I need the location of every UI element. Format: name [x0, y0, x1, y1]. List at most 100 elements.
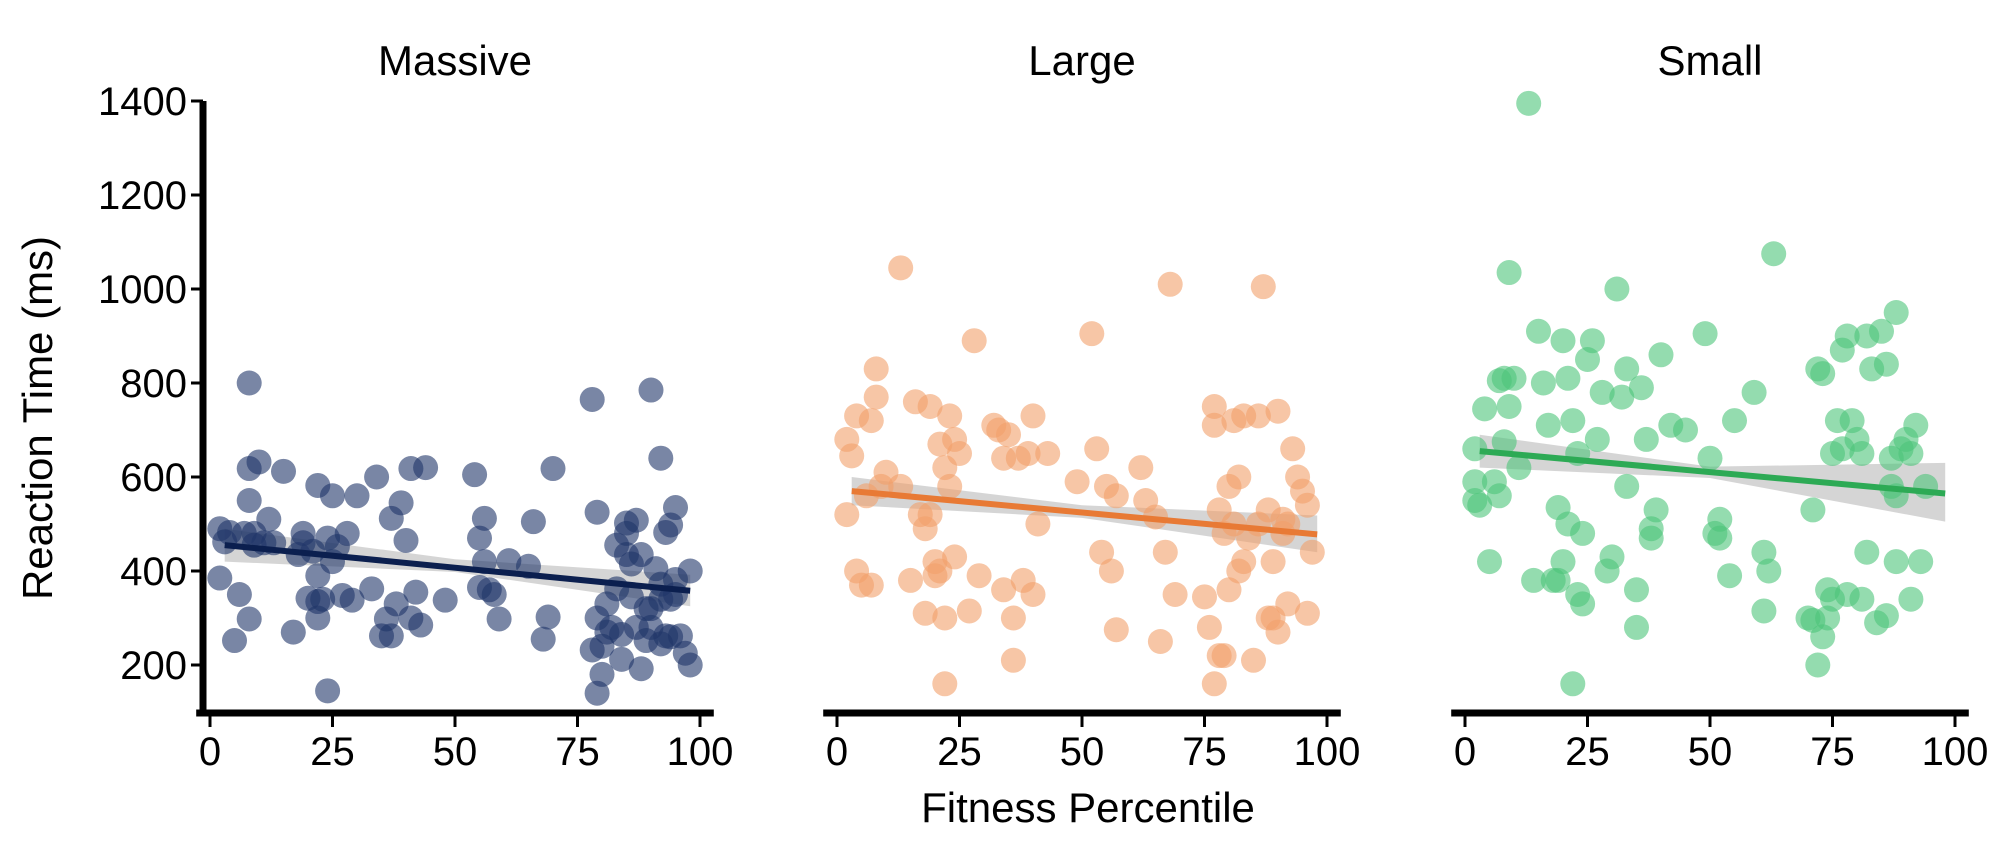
data-point — [1299, 539, 1325, 565]
x-axis-title: Fitness Percentile — [921, 784, 1255, 831]
data-point — [1294, 600, 1320, 626]
data-point — [481, 582, 507, 607]
data-point — [1477, 549, 1502, 575]
data-point — [648, 445, 674, 471]
data-point — [1015, 441, 1041, 466]
data-point — [942, 544, 968, 570]
panel-massive: Massive 0 25 50 75 100 — [196, 37, 733, 774]
y-axis-title: Reaction Time (ms) — [14, 236, 61, 600]
data-point — [628, 656, 654, 682]
data-point — [1201, 412, 1227, 438]
data-point — [320, 483, 345, 509]
data-point — [1570, 520, 1596, 546]
data-point — [956, 598, 982, 624]
data-point — [1628, 375, 1654, 401]
data-point — [1800, 497, 1826, 523]
data-point — [222, 628, 247, 654]
data-point — [1231, 549, 1257, 575]
data-point — [462, 462, 488, 488]
data-point — [1245, 403, 1271, 429]
data-point — [310, 586, 336, 612]
data-point — [246, 449, 272, 475]
x-tick-label: 75 — [555, 730, 600, 774]
x-tick-label: 100 — [1294, 730, 1361, 774]
data-point — [1614, 356, 1640, 382]
panel-small: Small 0 25 50 75 100 — [1451, 37, 1988, 774]
data-point — [1873, 351, 1899, 377]
data-point — [1535, 412, 1561, 438]
data-point — [1717, 563, 1743, 589]
data-point — [834, 502, 860, 528]
data-point — [937, 403, 963, 429]
data-point — [315, 678, 341, 704]
x-tick-label: 0 — [1454, 730, 1476, 774]
data-point — [1250, 274, 1276, 300]
y-tick-label: 1400 — [98, 80, 187, 124]
data-point — [1570, 591, 1596, 617]
data-point — [1152, 539, 1178, 565]
y-tick-label: 800 — [120, 362, 187, 406]
data-point — [1707, 525, 1733, 551]
trend-line — [224, 542, 691, 594]
data-point — [584, 680, 610, 706]
data-point — [1035, 441, 1061, 466]
data-point — [863, 384, 889, 410]
data-point — [1604, 276, 1630, 302]
data-point — [1609, 384, 1635, 410]
data-point — [1000, 605, 1026, 631]
data-point — [1873, 603, 1899, 629]
data-point — [996, 422, 1021, 448]
data-point — [1157, 271, 1183, 297]
data-point — [1526, 318, 1551, 344]
data-point — [1196, 614, 1222, 640]
data-point — [1530, 370, 1556, 396]
data-point — [1722, 408, 1747, 434]
data-point — [1226, 464, 1252, 490]
data-point — [1648, 342, 1674, 368]
data-point — [1624, 577, 1649, 603]
y-tick-label: 1200 — [98, 174, 187, 218]
data-point — [1211, 643, 1237, 669]
confidence-band — [1479, 434, 1946, 522]
data-point — [1201, 671, 1227, 697]
data-point — [1128, 455, 1154, 481]
data-point — [1147, 629, 1173, 654]
data-point — [663, 495, 688, 521]
data-point — [1501, 365, 1527, 391]
data-point — [1584, 426, 1610, 452]
data-point — [1810, 624, 1836, 650]
data-point — [393, 527, 419, 553]
data-point — [898, 567, 923, 593]
data-point — [236, 606, 262, 632]
x-tick-label: 50 — [1688, 730, 1733, 774]
data-point — [1506, 455, 1532, 481]
data-point — [1280, 436, 1306, 462]
x-tick-label: 25 — [1565, 730, 1610, 774]
data-point — [1815, 605, 1841, 631]
data-point — [1294, 492, 1320, 518]
data-point — [1741, 379, 1767, 405]
data-point — [1462, 469, 1488, 495]
data-point — [1810, 361, 1836, 387]
data-point — [638, 377, 664, 403]
data-point — [1903, 412, 1929, 438]
data-point — [520, 509, 546, 535]
x-tick-label: 100 — [1922, 730, 1989, 774]
data-point — [932, 671, 958, 697]
data-point — [1589, 379, 1615, 405]
data-point — [1624, 614, 1649, 640]
data-point — [1697, 445, 1723, 471]
data-point — [932, 605, 958, 631]
data-point — [947, 441, 972, 466]
data-point — [1103, 617, 1129, 643]
data-point — [917, 394, 943, 419]
data-point — [1020, 403, 1046, 429]
data-point — [530, 626, 556, 652]
data-point — [1467, 492, 1493, 518]
data-point — [236, 370, 262, 396]
data-point — [1521, 567, 1547, 593]
data-point — [1707, 506, 1733, 532]
data-point — [256, 506, 282, 532]
